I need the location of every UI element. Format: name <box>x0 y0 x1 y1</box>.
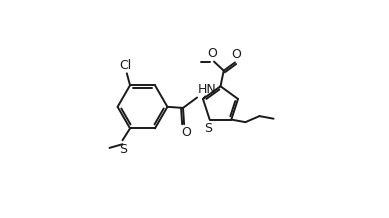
Text: O: O <box>207 47 217 60</box>
Text: O: O <box>181 126 191 139</box>
Text: O: O <box>231 48 241 61</box>
Text: S: S <box>204 122 212 135</box>
Text: Cl: Cl <box>119 59 132 72</box>
Text: HN: HN <box>198 83 217 96</box>
Text: S: S <box>119 143 128 156</box>
